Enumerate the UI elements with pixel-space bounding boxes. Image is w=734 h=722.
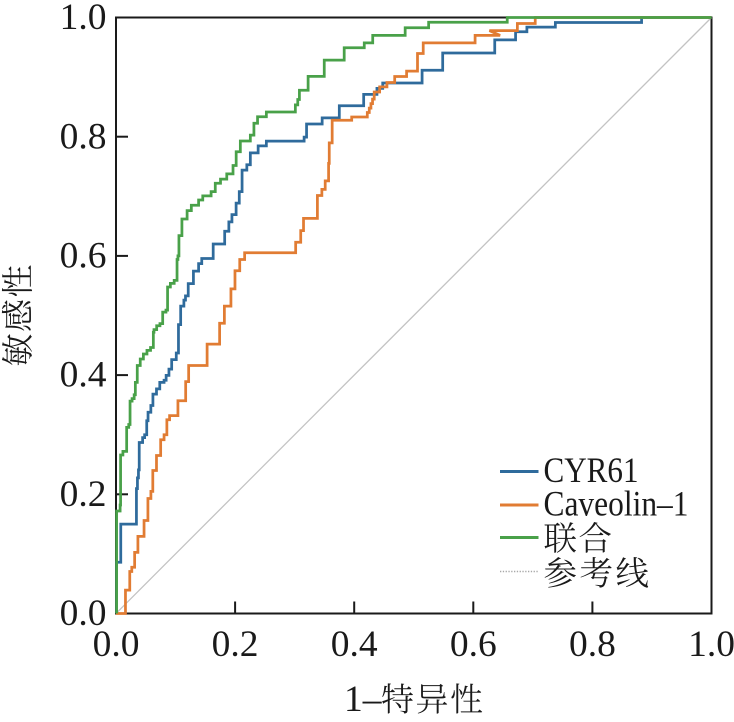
- svg-text:1.0: 1.0: [60, 0, 107, 38]
- svg-text:0.4: 0.4: [331, 624, 378, 665]
- svg-text:Caveolin–1: Caveolin–1: [544, 484, 689, 524]
- svg-text:1.0: 1.0: [688, 624, 734, 665]
- svg-text:0.2: 0.2: [60, 474, 107, 515]
- svg-text:1–: 1–: [344, 679, 382, 717]
- svg-text:0.8: 0.8: [569, 624, 616, 665]
- svg-text:0.4: 0.4: [60, 355, 107, 396]
- svg-text:0.6: 0.6: [60, 236, 107, 277]
- svg-text:0.6: 0.6: [450, 624, 497, 665]
- svg-text:CYR61: CYR61: [544, 450, 639, 490]
- svg-text:0.8: 0.8: [60, 116, 107, 157]
- svg-text:0.2: 0.2: [212, 624, 259, 665]
- svg-text:0.0: 0.0: [60, 593, 107, 634]
- svg-text:0.0: 0.0: [93, 624, 140, 665]
